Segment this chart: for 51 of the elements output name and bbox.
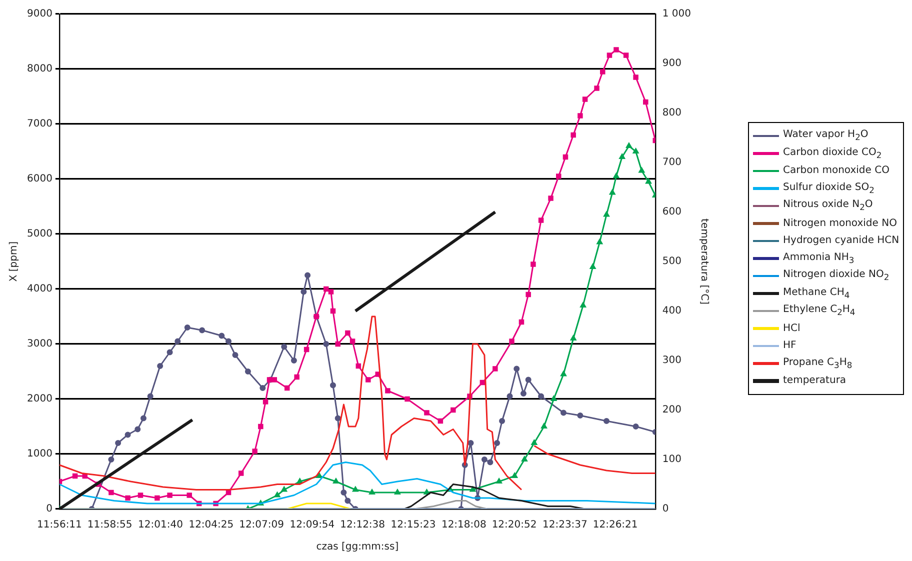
y2-tick-label: 700 bbox=[662, 157, 682, 168]
y-tick-label: 4000 bbox=[26, 284, 52, 295]
x-axis-title: czas [gg:mm:ss] bbox=[316, 542, 399, 553]
y-tick-label: 8000 bbox=[26, 64, 52, 75]
y-tick-label: 9000 bbox=[26, 8, 52, 20]
legend-label: Nitrous oxide N$_{2}$O bbox=[783, 199, 873, 212]
y-tick-label: 2000 bbox=[26, 394, 52, 405]
y2-tick-label: 200 bbox=[662, 404, 682, 416]
x-tick-label: 12:18:08 bbox=[441, 520, 486, 531]
x-tick-label: 12:12:38 bbox=[340, 520, 386, 531]
legend-label: temperatura bbox=[783, 375, 846, 386]
y-tick-label: 6000 bbox=[26, 174, 52, 185]
y2-tick-label: 900 bbox=[662, 58, 682, 70]
x-tick-label: 12:01:40 bbox=[138, 520, 183, 531]
legend-label: Ammonia NH$_{3}$ bbox=[783, 252, 854, 265]
legend-label: Propane C$_{3}$H$_{8}$ bbox=[783, 356, 852, 370]
x-tick-label: 12:20:52 bbox=[492, 520, 537, 531]
x-tick-label: 12:04:25 bbox=[188, 520, 234, 531]
y2-tick-label: 1 000 bbox=[662, 8, 692, 20]
legend-label: Sulfur dioxide SO$_{2}$ bbox=[783, 182, 874, 195]
legend-label: HF bbox=[783, 340, 796, 352]
x-tick-label: 11:58:55 bbox=[87, 520, 132, 531]
y2-axis-title: temperatura [°C] bbox=[698, 218, 710, 305]
x-tick-label: 12:15:23 bbox=[390, 520, 436, 531]
y-tick-label: 5000 bbox=[26, 228, 52, 240]
x-tick-label: 12:26:21 bbox=[592, 520, 638, 531]
y2-tick-label: 800 bbox=[662, 108, 682, 119]
x-tick-label: 12:09:54 bbox=[290, 520, 335, 531]
legend-label: Carbon dioxide CO$_{2}$ bbox=[783, 146, 882, 160]
x-tick-label: 12:23:37 bbox=[542, 520, 588, 531]
y2-tick-label: 400 bbox=[662, 306, 682, 317]
legend-label: HCl bbox=[783, 322, 800, 334]
y2-tick-label: 600 bbox=[662, 206, 682, 218]
x-tick-label: 11:56:11 bbox=[36, 520, 82, 531]
y-tick-label: 1000 bbox=[26, 448, 52, 460]
legend-label: Methane CH$_{4}$ bbox=[783, 286, 850, 300]
legend-label: Water vapor H$_{2}$O bbox=[783, 129, 868, 142]
y2-tick-label: 300 bbox=[662, 355, 682, 366]
y2-tick-label: 0 bbox=[662, 504, 669, 515]
y-tick-label: 7000 bbox=[26, 118, 52, 130]
y-axis-title: X [ppm] bbox=[8, 241, 20, 282]
legend-label: Hydrogen cyanide HCN bbox=[783, 235, 900, 246]
legend-label: Carbon monoxide CO bbox=[783, 165, 890, 176]
y-tick-label: 0 bbox=[46, 504, 52, 515]
legend-label: Nitrogen monoxide NO bbox=[783, 218, 897, 229]
x-tick-label: 12:07:09 bbox=[239, 520, 284, 531]
y2-tick-label: 500 bbox=[662, 256, 682, 268]
y2-tick-label: 100 bbox=[662, 454, 682, 466]
legend-label: Nitrogen dioxide NO$_{2}$ bbox=[783, 269, 890, 282]
legend-label: Ethylene C$_{2}$H$_{4}$ bbox=[783, 304, 856, 318]
y-tick-label: 3000 bbox=[26, 338, 52, 350]
